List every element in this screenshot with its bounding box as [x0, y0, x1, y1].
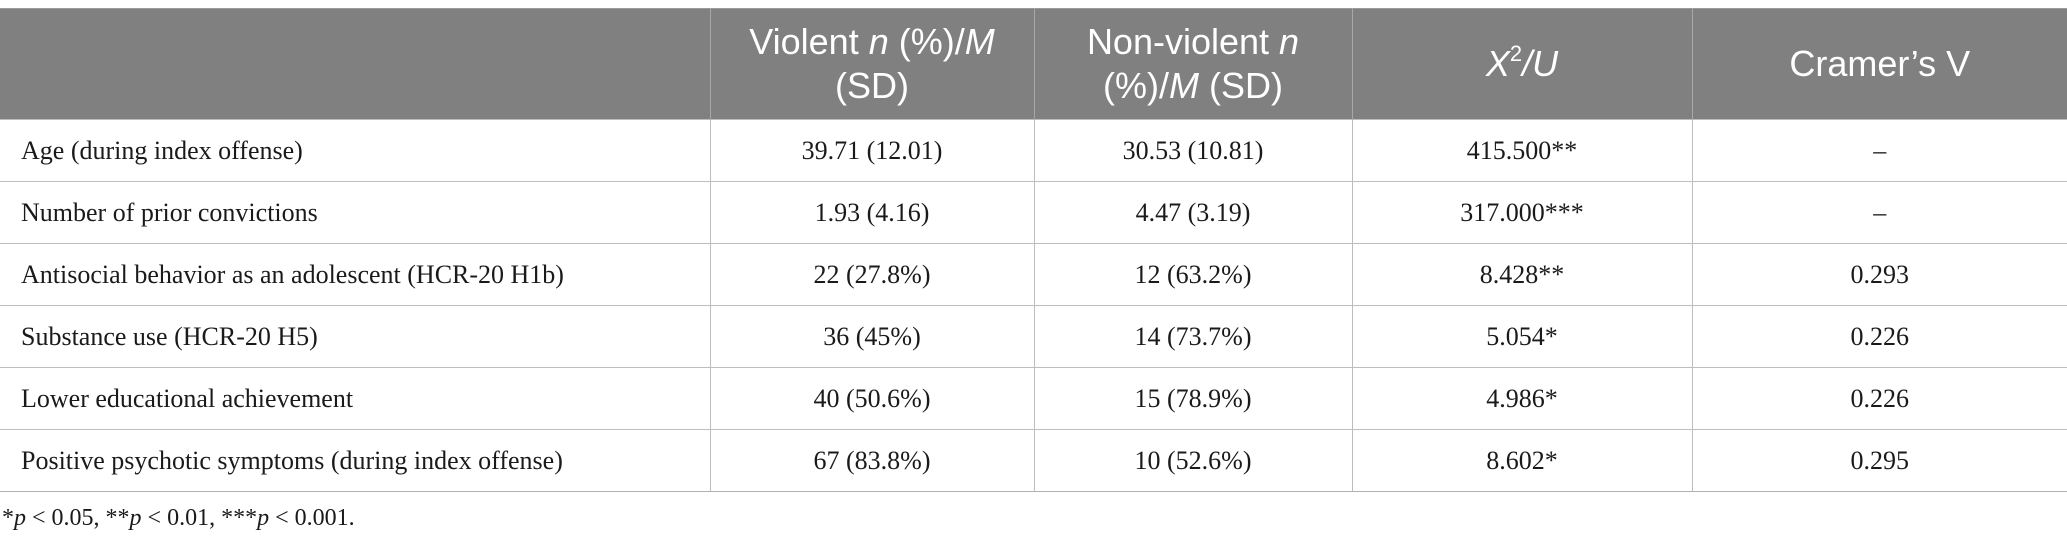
cell-nonviolent: 14 (73.7%) — [1033, 305, 1353, 368]
header-nonviolent-b: (%)/ — [1103, 65, 1169, 106]
table-row: Age (during index offense) 39.71 (12.01)… — [0, 119, 2067, 182]
table-footnote: *p < 0.05, **p < 0.01, ***p < 0.001. — [2, 505, 355, 532]
cell-cramers-v: 0.226 — [1691, 305, 2067, 368]
cell-violent: 1.93 (4.16) — [709, 181, 1035, 244]
footnote-p3: p — [257, 505, 270, 531]
header-stat-rest: /U — [1522, 43, 1559, 84]
header-violent-n: n — [868, 21, 889, 62]
row-label: Age (during index offense) — [0, 119, 711, 182]
header-nonviolent-n: n — [1279, 21, 1300, 62]
results-table-container: Violent n (%)/M (SD) Non-violent n (%)/M… — [0, 8, 2067, 492]
cell-nonviolent: 30.53 (10.81) — [1033, 119, 1353, 182]
footnote-s3: < 0.01, *** — [141, 505, 258, 531]
table-row: Positive psychotic symptoms (during inde… — [0, 429, 2067, 492]
footnote-p2: p — [129, 505, 142, 531]
results-table: Violent n (%)/M (SD) Non-violent n (%)/M… — [0, 8, 2067, 492]
header-cramers-v: Cramer’s V — [1691, 8, 2067, 120]
cell-statistic: 4.986* — [1351, 367, 1693, 430]
cell-cramers-v: 0.226 — [1691, 367, 2067, 430]
cell-statistic: 8.428** — [1351, 243, 1693, 306]
footnote-p1: p — [14, 505, 26, 531]
header-variable — [0, 8, 711, 120]
header-violent: Violent n (%)/M (SD) — [709, 8, 1035, 120]
header-nonviolent-m: M — [1169, 65, 1199, 106]
header-nonviolent-a: Non-violent — [1086, 21, 1280, 62]
table-row: Number of prior convictions 1.93 (4.16) … — [0, 181, 2067, 244]
cell-nonviolent: 15 (78.9%) — [1033, 367, 1353, 430]
header-nonviolent: Non-violent n (%)/M (SD) — [1033, 8, 1353, 120]
table-row: Substance use (HCR-20 H5) 36 (45%) 14 (7… — [0, 305, 2067, 368]
cell-statistic: 5.054* — [1351, 305, 1693, 368]
cell-nonviolent: 10 (52.6%) — [1033, 429, 1353, 492]
row-label: Antisocial behavior as an adolescent (HC… — [0, 243, 711, 306]
table-row: Lower educational achievement 40 (50.6%)… — [0, 367, 2067, 430]
header-violent-b: (%)/ — [888, 21, 965, 62]
row-label: Positive psychotic symptoms (during inde… — [0, 429, 711, 492]
footnote-s4: < 0.001. — [269, 505, 355, 531]
cell-cramers-v: 0.293 — [1691, 243, 2067, 306]
header-nonviolent-c: (SD) — [1199, 65, 1283, 106]
footnote-s1: * — [2, 505, 14, 531]
header-statistic: X2/U — [1351, 8, 1693, 120]
header-stat-x: X — [1485, 43, 1510, 84]
cell-statistic: 8.602* — [1351, 429, 1693, 492]
cell-cramers-v: – — [1691, 119, 2067, 182]
cell-statistic: 317.000*** — [1351, 181, 1693, 244]
header-violent-a: Violent — [749, 21, 869, 62]
cell-cramers-v: – — [1691, 181, 2067, 244]
cell-violent: 39.71 (12.01) — [709, 119, 1035, 182]
cell-statistic: 415.500** — [1351, 119, 1693, 182]
footnote-s2: < 0.05, ** — [26, 505, 130, 531]
header-stat-sup: 2 — [1509, 41, 1523, 66]
cell-violent: 36 (45%) — [709, 305, 1035, 368]
row-label: Number of prior convictions — [0, 181, 711, 244]
cell-violent: 22 (27.8%) — [709, 243, 1035, 306]
row-label: Lower educational achievement — [0, 367, 711, 430]
cell-nonviolent: 12 (63.2%) — [1033, 243, 1353, 306]
header-violent-m: M — [964, 21, 995, 62]
row-label: Substance use (HCR-20 H5) — [0, 305, 711, 368]
table-body: Age (during index offense) 39.71 (12.01)… — [0, 119, 2067, 492]
cell-violent: 67 (83.8%) — [709, 429, 1035, 492]
cell-cramers-v: 0.295 — [1691, 429, 2067, 492]
header-row: Violent n (%)/M (SD) Non-violent n (%)/M… — [0, 8, 2067, 120]
table-row: Antisocial behavior as an adolescent (HC… — [0, 243, 2067, 306]
table-header: Violent n (%)/M (SD) Non-violent n (%)/M… — [0, 8, 2067, 120]
cell-nonviolent: 4.47 (3.19) — [1033, 181, 1353, 244]
header-violent-c: (SD) — [835, 65, 909, 106]
cell-violent: 40 (50.6%) — [709, 367, 1035, 430]
